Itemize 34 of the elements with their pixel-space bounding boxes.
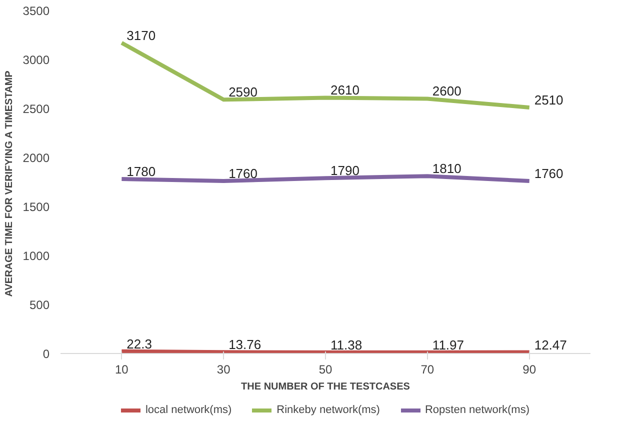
y-tick-label: 1500 <box>22 200 50 214</box>
y-tick-label: 3000 <box>22 53 50 67</box>
x-tick-label: 90 <box>522 362 536 376</box>
data-label: 13.76 <box>228 337 262 352</box>
x-axis-title: THE NUMBER OF THE TESTCASES <box>241 382 410 392</box>
data-label: 12.47 <box>534 337 567 352</box>
y-tick-label: 0 <box>42 347 50 361</box>
data-label: 11.97 <box>432 337 464 352</box>
data-label: 1780 <box>126 164 156 180</box>
y-tick-label: 500 <box>29 298 50 312</box>
y-tick-label: 3500 <box>22 4 50 18</box>
data-label: 1760 <box>228 166 258 182</box>
data-label: 2510 <box>534 92 564 108</box>
y-axis-title: AVERAGE TIME FOR VERIFYING A TIMESTAMP <box>4 70 15 297</box>
x-tick-label: 70 <box>420 362 434 376</box>
line-series <box>120 40 532 110</box>
y-tick-label: 1000 <box>22 249 50 263</box>
legend-label: local network(ms) <box>145 404 232 416</box>
legend-label: Ropsten network(ms) <box>424 404 530 416</box>
x-tick-label: 50 <box>318 362 332 376</box>
legend-label: Rinkeby network(ms) <box>276 404 380 416</box>
data-label: 2590 <box>228 84 258 100</box>
data-label: 2610 <box>330 82 360 98</box>
data-label: 1760 <box>534 166 564 182</box>
y-tick-label: 2000 <box>22 151 50 165</box>
x-tick-label: 10 <box>114 362 129 376</box>
data-label: 22.3 <box>126 336 152 352</box>
data-label: 2600 <box>432 84 462 99</box>
x-tick-label: 30 <box>216 362 231 376</box>
data-label: 3170 <box>126 28 156 43</box>
y-tick-label: 2500 <box>22 102 50 116</box>
data-label: 1790 <box>330 163 360 178</box>
data-label: 11.38 <box>330 337 362 352</box>
data-label: 1810 <box>432 161 462 176</box>
